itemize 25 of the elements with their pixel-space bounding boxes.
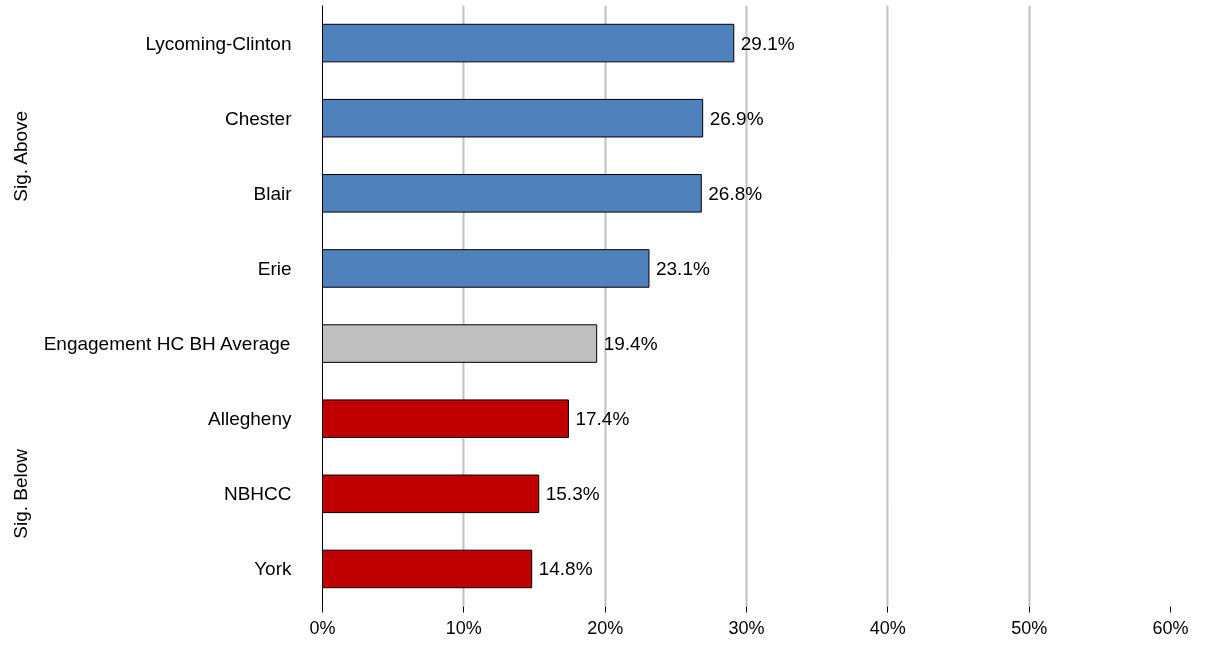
y-tick-label: Engagement HC BH Average <box>43 333 291 355</box>
x-tick-label: 20% <box>587 617 624 638</box>
text: Sig. Below <box>10 448 31 539</box>
x-tick-label: 0% <box>309 617 336 638</box>
data-label: 19.4% <box>603 333 658 355</box>
x-tick-label: 60% <box>1152 617 1189 638</box>
data-label: 26.8% <box>708 182 763 204</box>
x-tick-label: 30% <box>728 617 765 638</box>
x-tick-label: 40% <box>869 617 906 638</box>
data-label: 14.8% <box>538 558 593 580</box>
data-label: 29.1% <box>740 32 795 54</box>
y-tick-label: Chester <box>224 107 293 129</box>
y-tick-label: Erie <box>257 257 292 279</box>
data-label: 23.1% <box>655 257 710 279</box>
text: Sig. Above <box>10 110 31 202</box>
data-label: 17.4% <box>575 408 630 430</box>
x-tick-label: 10% <box>445 617 482 638</box>
y-tick-label: York <box>254 558 292 580</box>
y-tick-label: Lycoming-Clinton <box>145 32 292 54</box>
y-tick-label: NBHCC <box>223 483 292 505</box>
y-tick-label: Allegheny <box>208 408 292 430</box>
data-label: 15.3% <box>545 483 600 505</box>
data-label: 26.9% <box>709 107 764 129</box>
y-tick-label: Blair <box>253 182 293 204</box>
x-tick-label: 50% <box>1011 617 1048 638</box>
